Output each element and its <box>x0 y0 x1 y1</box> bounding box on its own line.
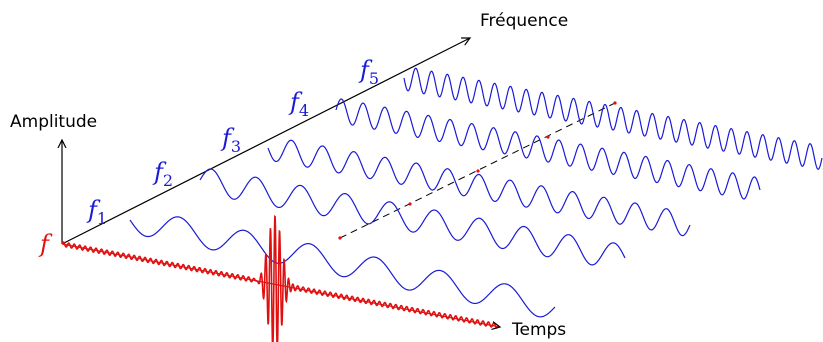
frequency-axis-label: Fréquence <box>480 11 568 31</box>
component-waves <box>129 67 823 318</box>
component-label-3: f3 <box>220 124 241 156</box>
component-wave-4 <box>335 98 761 200</box>
component-label-2: f2 <box>152 158 173 190</box>
component-label-4: f4 <box>288 88 309 120</box>
peak-guide-dashed-line <box>339 102 616 239</box>
component-wave-5 <box>403 67 823 170</box>
peak-marker-1 <box>338 236 342 240</box>
peak-marker-4 <box>546 135 550 139</box>
component-label-1: f1 <box>86 196 107 228</box>
component-label-5: f5 <box>358 56 379 88</box>
peak-marker-3 <box>476 169 480 173</box>
signal-waveform <box>61 215 499 342</box>
amplitude-axis-label: Amplitude <box>10 112 97 132</box>
time-axis-label: Temps <box>511 320 566 340</box>
signal-label: f <box>38 230 53 258</box>
time-axis <box>61 243 500 327</box>
component-wave-3 <box>267 139 691 237</box>
component-wave-2 <box>199 168 626 266</box>
peak-marker-5 <box>613 101 617 105</box>
peak-marker-2 <box>408 202 412 206</box>
frequency-axis <box>61 38 470 245</box>
component-wave-1 <box>129 216 556 318</box>
